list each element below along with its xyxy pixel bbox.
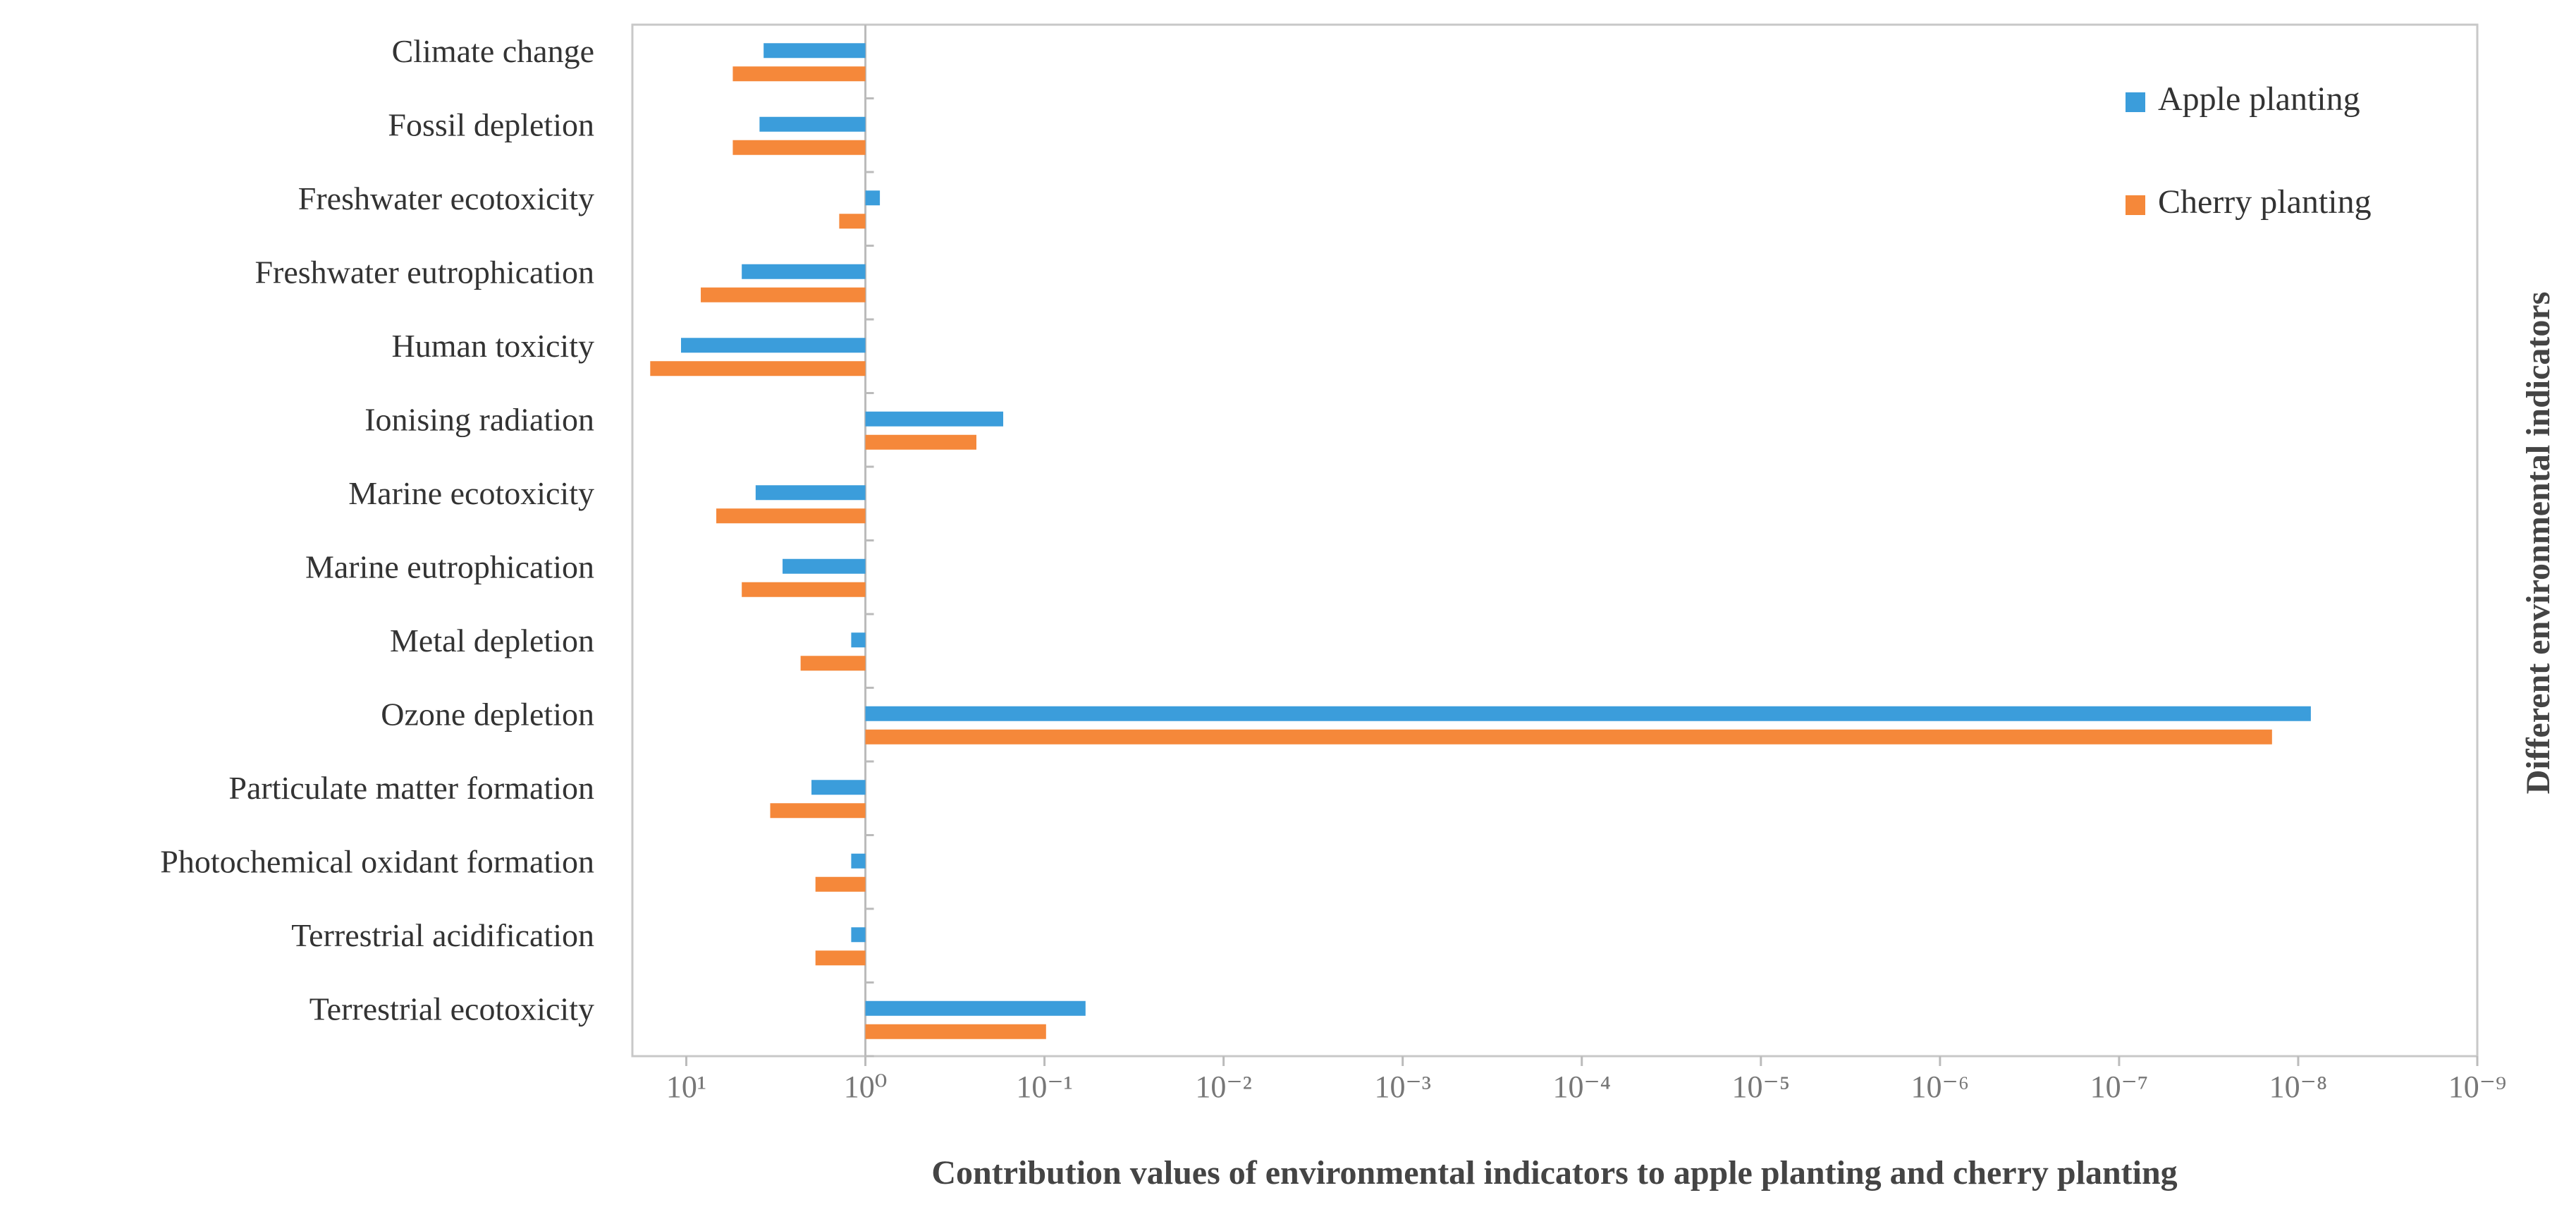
x-tick-label: 10⁻⁵ [1732, 1070, 1791, 1104]
bar [770, 803, 866, 819]
y-tick-label: Fossil depletion [388, 106, 594, 142]
bar [851, 927, 866, 943]
bar [851, 632, 866, 648]
bar [865, 729, 2272, 745]
y-tick-label: Climate change [392, 33, 594, 69]
bar [732, 66, 866, 82]
bar [811, 780, 866, 795]
y-tick-label: Metal depletion [390, 623, 594, 659]
bar [815, 950, 866, 966]
legend-swatch [2126, 92, 2145, 112]
y-tick-label: Ozone depletion [381, 696, 594, 732]
bar [800, 656, 866, 671]
x-axis-label: Contribution values of environmental ind… [931, 1154, 2177, 1192]
bar [742, 582, 866, 597]
bar [865, 1000, 1086, 1016]
x-tick-label: 10⁰ [844, 1070, 888, 1104]
bar [759, 116, 866, 132]
bar [701, 287, 866, 302]
y-tick-label: Freshwater eutrophication [254, 254, 594, 290]
bar [763, 43, 866, 59]
bar [783, 558, 866, 574]
x-tick-label: 10⁻¹ [1016, 1070, 1072, 1104]
y-axis-label: Different environmental indicators [2520, 292, 2557, 795]
x-tick-label: 10⁻⁹ [2448, 1070, 2507, 1104]
legend-swatch [2126, 195, 2145, 215]
y-tick-label: Terrestrial ecotoxicity [309, 991, 594, 1027]
bar [742, 264, 866, 279]
plot-frame [631, 23, 2479, 1058]
bar [865, 706, 2311, 721]
legend-label: Cherry planting [2158, 183, 2372, 221]
y-tick-label: Marine ecotoxicity [348, 475, 594, 511]
bar [865, 190, 881, 206]
bar [851, 853, 866, 869]
bar [650, 361, 866, 376]
x-tick-label: 10⁻⁴ [1552, 1070, 1611, 1104]
bar [815, 876, 866, 892]
x-tick-label: 10⁻² [1195, 1070, 1251, 1104]
bar [865, 1024, 1046, 1039]
y-tick-label: Particulate matter formation [228, 770, 594, 806]
y-tick-label: Terrestrial acidification [291, 917, 594, 953]
legend-label: Apple planting [2158, 80, 2360, 118]
bar [732, 140, 866, 155]
x-tick-label: 10¹ [666, 1070, 706, 1104]
bar [865, 434, 976, 450]
y-tick-label: Ionising radiation [364, 401, 594, 437]
y-tick-label: Human toxicity [392, 328, 594, 364]
bar [839, 214, 866, 229]
y-tick-label: Marine eutrophication [305, 549, 594, 584]
y-tick-label: Freshwater ecotoxicity [298, 180, 594, 216]
bar [755, 485, 866, 501]
x-tick-label: 10⁻³ [1374, 1070, 1430, 1104]
x-tick-label: 10⁻⁶ [1911, 1070, 1970, 1104]
bar [716, 508, 866, 524]
bar [865, 411, 1004, 427]
x-tick-label: 10⁻⁷ [2090, 1070, 2149, 1104]
x-tick-label: 10⁻⁸ [2269, 1070, 2328, 1104]
bar [681, 338, 866, 353]
y-tick-label: Photochemical oxidant formation [160, 843, 594, 879]
